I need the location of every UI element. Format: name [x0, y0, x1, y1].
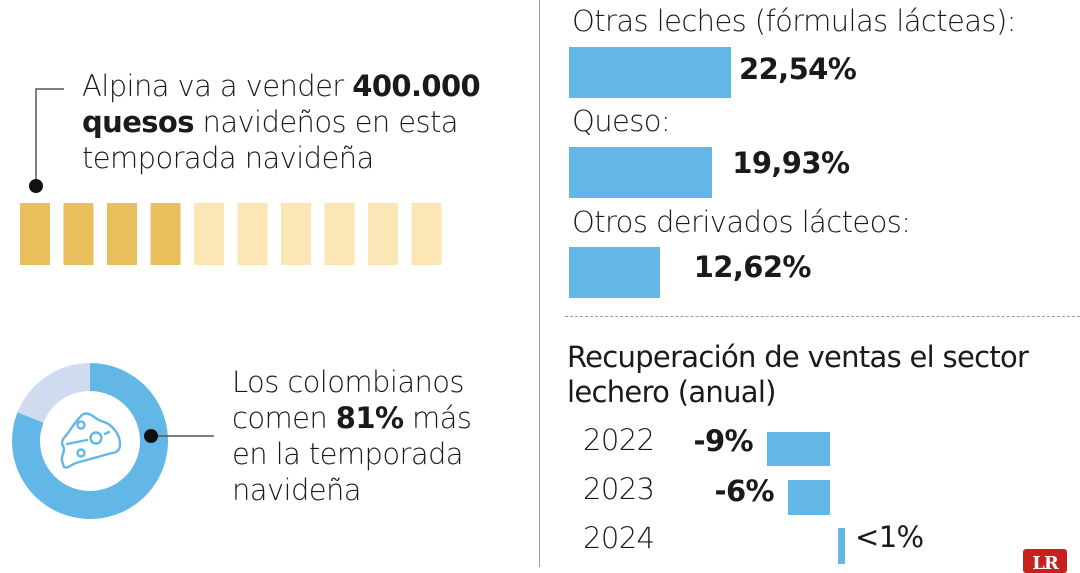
cheese-unit	[194, 203, 224, 265]
quesos-callout-graphic	[20, 88, 442, 265]
category-label: Otros derivados lácteos:	[572, 205, 911, 239]
cheese-unit	[237, 203, 268, 265]
quesos-callout-dot	[29, 179, 43, 193]
quesos-text-part: navideños en esta	[193, 105, 459, 139]
year-label: 2024	[583, 521, 655, 555]
quesos-text-part: temporada navideña	[82, 141, 374, 175]
cheese-unit	[411, 203, 442, 265]
quesos-number: 400.000	[352, 69, 481, 103]
value-label: -6%	[714, 474, 775, 508]
donut-slice-81	[11, 363, 169, 519]
chart-title-line: Recuperación de ventas el sector	[567, 340, 1029, 374]
cheese-unit-icons	[20, 203, 442, 265]
cheese-unit	[281, 203, 311, 265]
consumo-percent: 81%	[335, 401, 404, 435]
quesos-callout-line	[35, 88, 64, 186]
chart-title-line: lechero (anual)	[567, 375, 777, 409]
value-label: 19,93%	[732, 146, 850, 180]
bar-2022	[767, 432, 830, 466]
cheese-unit	[324, 203, 355, 265]
cheese-unit-highlighted	[63, 203, 94, 265]
consumo-text-part: comen	[232, 401, 336, 435]
value-label: -9%	[693, 424, 754, 458]
quesos-callout-text: Alpina va a vender 400.000 quesos navide…	[82, 68, 481, 176]
donut-callout-dot	[144, 429, 158, 443]
consumo-text-line: Los colombianos	[232, 365, 465, 399]
category-label: Otras leches (fórmulas lácteas):	[572, 4, 1016, 38]
consumo-text-line: en la temporada	[232, 437, 464, 471]
value-label: 22,54%	[739, 52, 857, 86]
bar-queso	[569, 147, 713, 198]
bar-2024	[838, 528, 845, 564]
cheese-unit-highlighted	[107, 203, 137, 265]
bar-otros-derivados	[569, 247, 660, 298]
consumo-callout-text: Los colombianos comen 81% más en la temp…	[232, 364, 472, 508]
cheese-unit	[368, 203, 398, 265]
year-label: 2023	[583, 472, 655, 506]
cheese-unit-highlighted	[20, 203, 50, 265]
chart-title: Recuperación de ventas el sector lechero…	[567, 340, 1029, 410]
column-divider	[539, 0, 540, 567]
cheese-unit-highlighted	[150, 203, 181, 265]
bar-2023	[788, 480, 830, 515]
quesos-text-part: Alpina va a vender	[82, 69, 353, 103]
consumo-text-part: más	[403, 401, 472, 435]
donut-slice-rest	[17, 363, 90, 423]
donut-chart	[11, 363, 214, 519]
section-divider-dashed	[565, 316, 1080, 317]
consumo-text-line: navideña	[232, 473, 362, 507]
publisher-logo: LR	[1023, 549, 1067, 573]
quesos-word: quesos	[82, 105, 195, 139]
value-label: 12,62%	[693, 250, 812, 284]
cheese-icon	[60, 412, 122, 469]
year-label: 2022	[583, 423, 655, 457]
value-label: <1%	[855, 520, 924, 554]
bar-otras-leches	[569, 47, 731, 98]
category-label: Queso:	[572, 104, 671, 138]
